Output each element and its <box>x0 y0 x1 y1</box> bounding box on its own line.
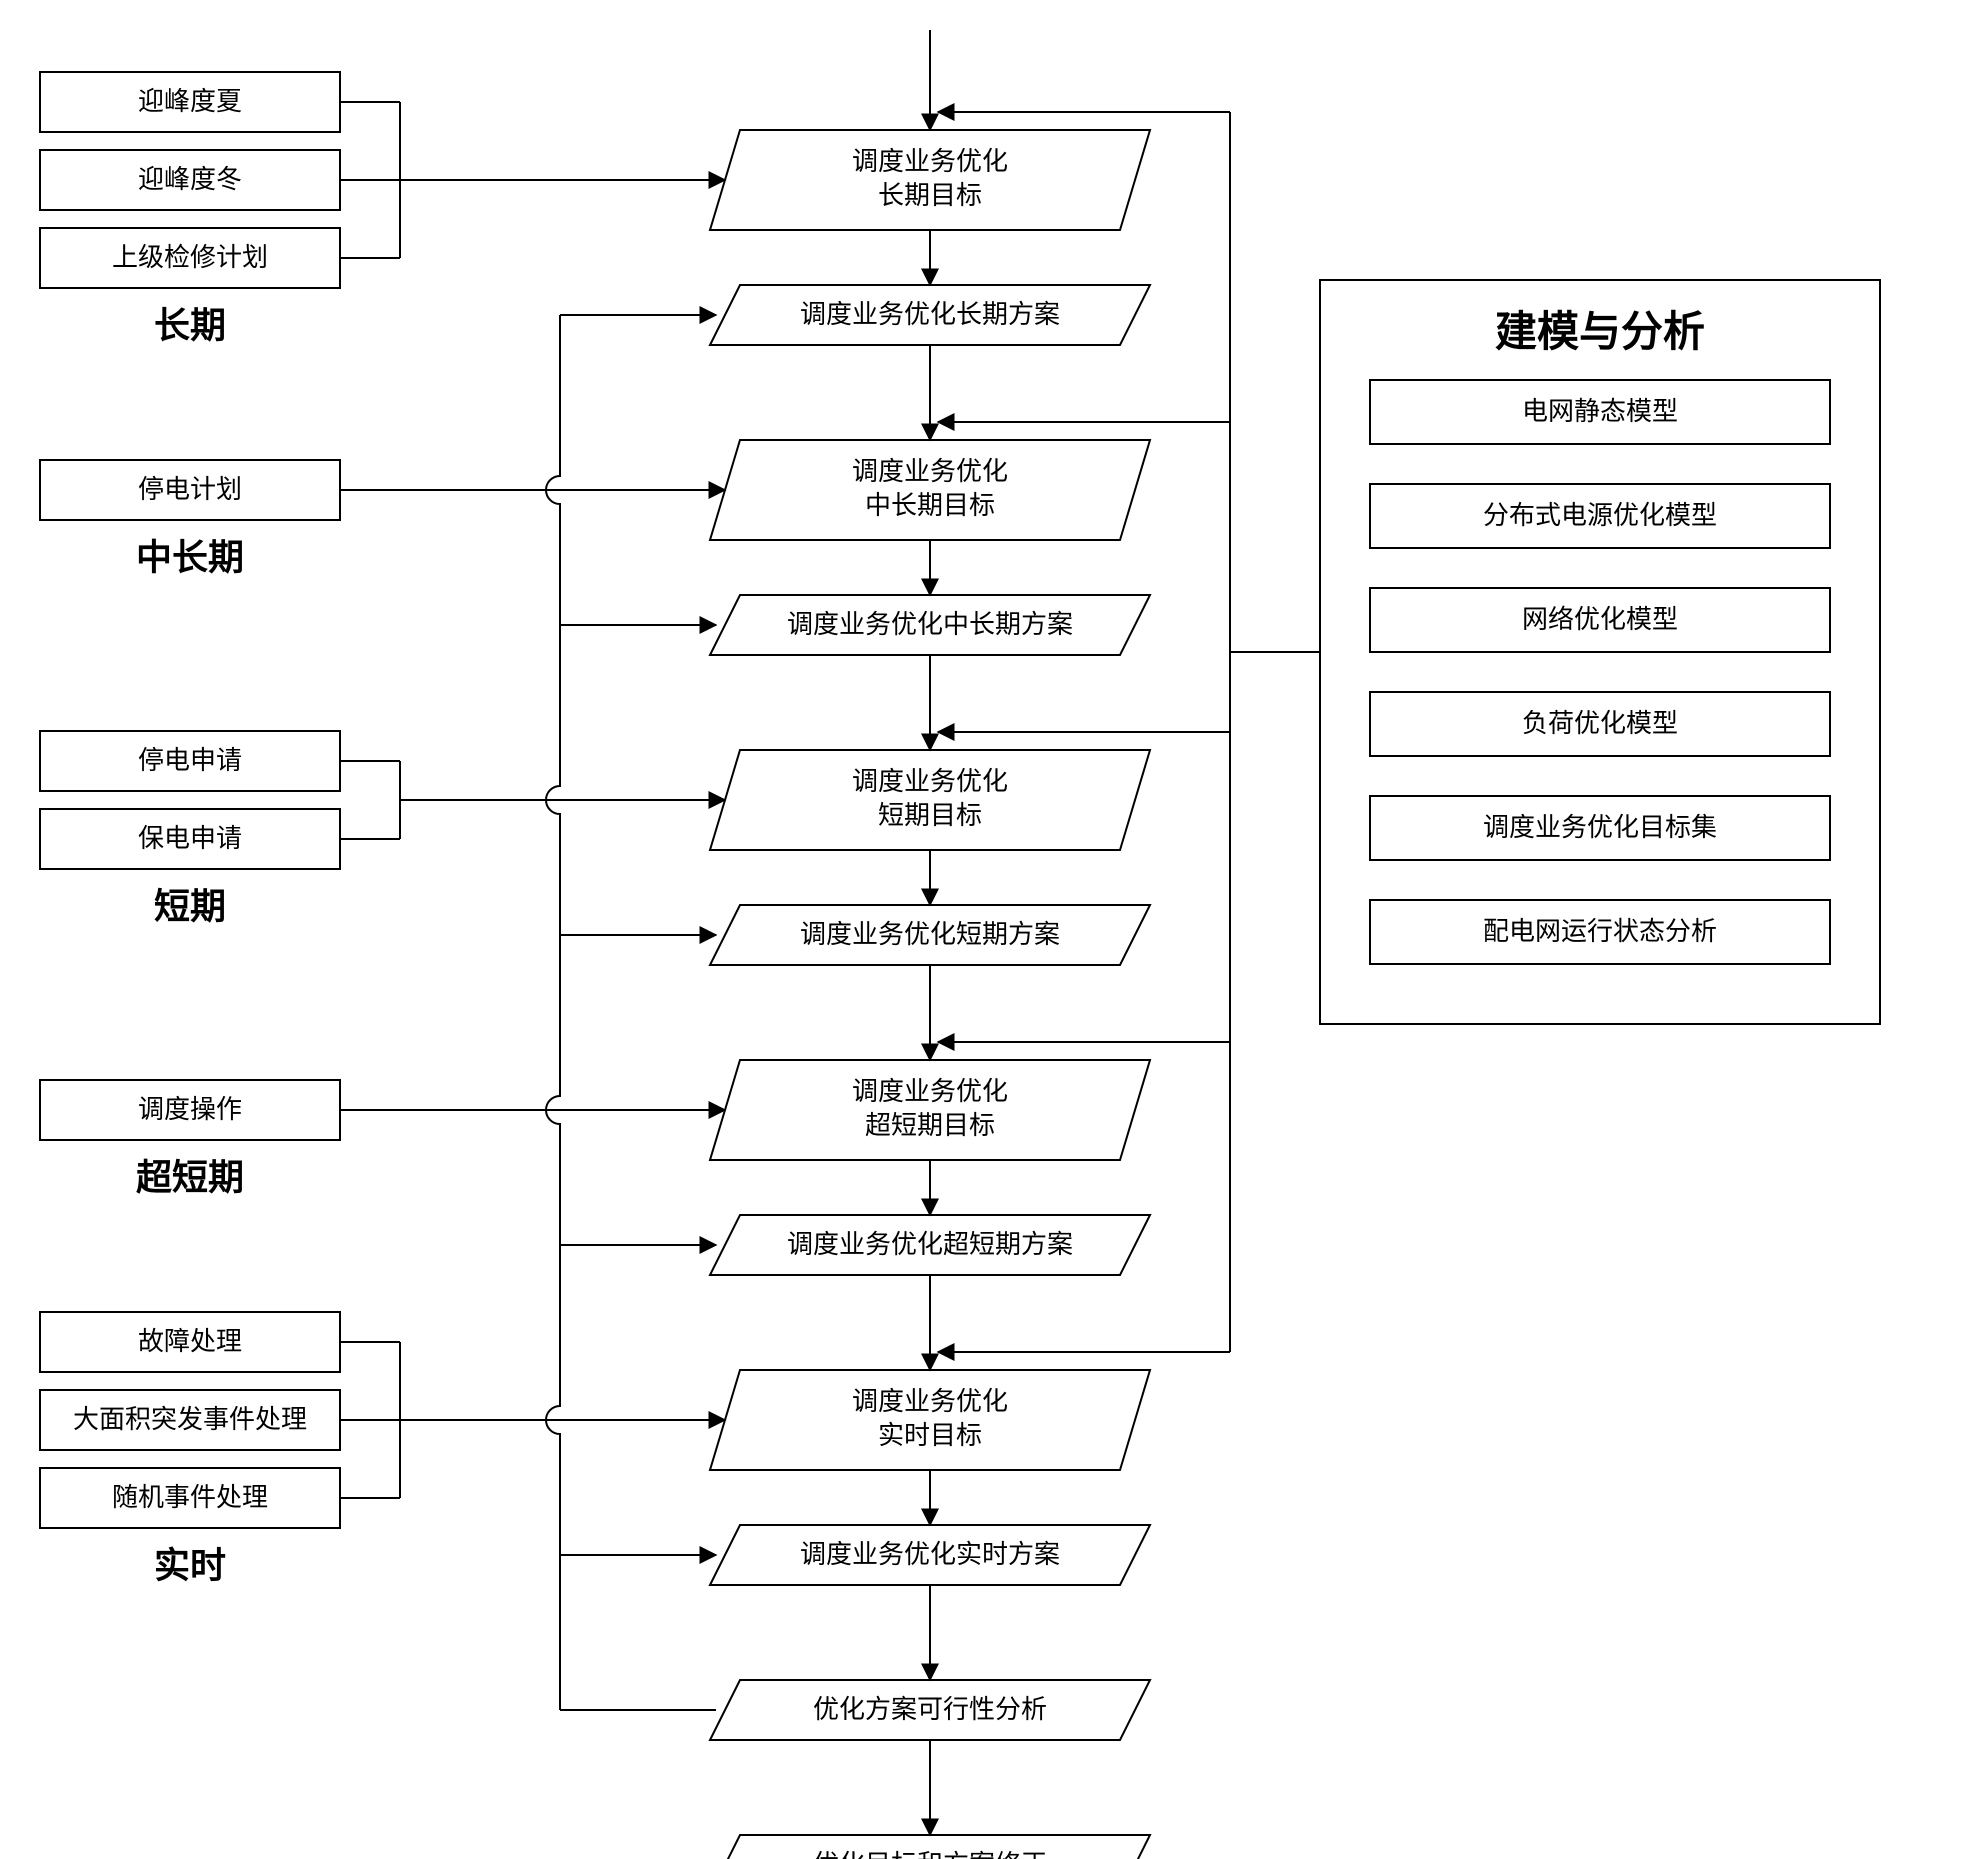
right-item-2-label: 网络优化模型 <box>1522 605 1678 634</box>
right-item-4-label: 调度业务优化目标集 <box>1483 813 1717 842</box>
center-node-3-label: 调度业务优化中长期方案 <box>787 610 1073 639</box>
right-panel-title: 建模与分析 <box>1495 308 1705 355</box>
center-node-1-label: 调度业务优化长期方案 <box>800 300 1060 329</box>
left-rect-0-0-label: 迎峰度夏 <box>138 87 242 116</box>
center-node-4-label-0: 调度业务优化 <box>852 767 1008 796</box>
left-group-label-1: 中长期 <box>136 537 244 578</box>
flowchart-canvas: 调度业务优化长期目标调度业务优化长期方案调度业务优化中长期目标调度业务优化中长期… <box>0 0 1963 1859</box>
left-rect-0-2-label: 上级检修计划 <box>112 243 268 272</box>
left-rect-2-1-label: 保电申请 <box>138 824 242 853</box>
left-rect-1-0-label: 停电计划 <box>138 475 242 504</box>
center-node-0-label-0: 调度业务优化 <box>852 147 1008 176</box>
left-rect-4-1-label: 大面积突发事件处理 <box>73 1405 307 1434</box>
center-node-9-label: 调度业务优化实时方案 <box>800 1540 1060 1569</box>
right-item-5-label: 配电网运行状态分析 <box>1483 917 1717 946</box>
center-node-6-label-0: 调度业务优化 <box>852 1077 1008 1106</box>
left-rect-4-0-label: 故障处理 <box>138 1327 242 1356</box>
left-group-label-0: 长期 <box>154 305 226 346</box>
center-node-4-label-1: 短期目标 <box>878 801 982 830</box>
left-rect-4-2-label: 随机事件处理 <box>112 1483 268 1512</box>
center-node-2-label-0: 调度业务优化 <box>852 457 1008 486</box>
center-node-2-label-1: 中长期目标 <box>865 491 995 520</box>
center-node-6-label-1: 超短期目标 <box>865 1111 995 1140</box>
left-rect-2-0-label: 停电申请 <box>138 746 242 775</box>
left-group-label-3: 超短期 <box>136 1157 244 1198</box>
center-node-7-label: 调度业务优化超短期方案 <box>787 1230 1073 1259</box>
right-item-1-label: 分布式电源优化模型 <box>1483 501 1717 530</box>
center-node-11-label: 优化目标和方案修正 <box>813 1850 1047 1859</box>
left-rect-0-1-label: 迎峰度冬 <box>138 165 242 194</box>
left-group-label-4: 实时 <box>154 1545 226 1586</box>
left-rect-3-0-label: 调度操作 <box>138 1095 242 1124</box>
center-node-5-label: 调度业务优化短期方案 <box>800 920 1060 949</box>
fb-bus <box>546 315 560 1710</box>
center-node-8-label-1: 实时目标 <box>878 1421 982 1450</box>
right-item-0-label: 电网静态模型 <box>1522 397 1678 426</box>
center-node-10-label: 优化方案可行性分析 <box>813 1695 1047 1724</box>
center-node-8-label-0: 调度业务优化 <box>852 1387 1008 1416</box>
left-group-label-2: 短期 <box>154 886 226 927</box>
right-item-3-label: 负荷优化模型 <box>1522 709 1678 738</box>
center-node-0-label-1: 长期目标 <box>878 181 982 210</box>
